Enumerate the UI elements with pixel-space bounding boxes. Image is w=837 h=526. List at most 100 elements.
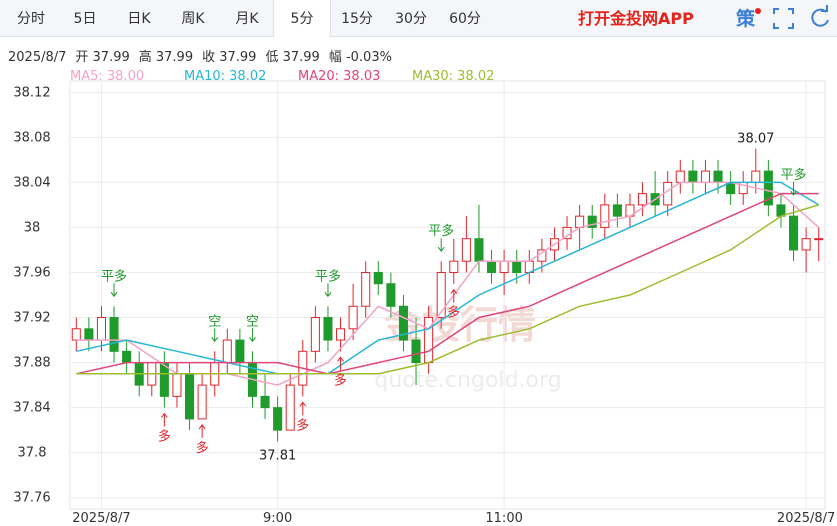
signal-label: 平多 xyxy=(428,223,454,239)
candle-body xyxy=(336,328,346,341)
strategy-button[interactable]: 策 xyxy=(736,8,756,30)
tab[interactable]: 5分 xyxy=(273,0,331,37)
signal-label: 多 xyxy=(447,305,460,321)
candle-body xyxy=(575,215,585,228)
signal-arrow xyxy=(160,412,168,427)
candle-body xyxy=(801,238,811,251)
ma-line xyxy=(76,204,819,375)
candle-body xyxy=(222,339,232,364)
candle-body xyxy=(71,328,81,341)
ma-line xyxy=(76,192,819,375)
tab[interactable]: 15分 xyxy=(341,11,373,27)
candle-body xyxy=(449,260,459,273)
signal-label: 平多 xyxy=(101,268,127,284)
candle-body xyxy=(285,384,295,431)
candle-body xyxy=(172,373,182,397)
signal-label: 多 xyxy=(196,440,209,456)
candle-body xyxy=(96,317,106,341)
legend-entry: MA30: 38.02 xyxy=(412,69,494,84)
tab[interactable]: 30分 xyxy=(395,11,427,27)
candle-body xyxy=(688,170,698,183)
x-tick-label: 2025/8/7 xyxy=(72,511,130,526)
signal-arrow xyxy=(249,328,256,343)
candle-body xyxy=(373,271,383,285)
legend-entry: MA20: 38.03 xyxy=(298,69,380,84)
signal-arrow xyxy=(110,283,118,298)
candle-body xyxy=(323,317,333,341)
signal-arrow xyxy=(299,401,307,416)
legend-entry: MA5: 38.00 xyxy=(70,69,144,84)
signal-arrow xyxy=(211,328,219,343)
candle-body xyxy=(436,271,446,319)
y-tick-label: 37.76 xyxy=(13,491,50,506)
y-tick-label: 37.92 xyxy=(13,311,50,326)
info-item: 开 37.99 xyxy=(75,50,130,65)
candle-body xyxy=(713,170,723,183)
x-tick-label: 11:00 xyxy=(485,511,522,526)
candle-body xyxy=(612,204,622,217)
candle-body xyxy=(461,238,471,262)
info-item: 2025/8/7 xyxy=(8,50,67,65)
info-item: 高 37.99 xyxy=(138,50,194,65)
signal-arrow xyxy=(450,288,458,303)
y-tick-label: 38.08 xyxy=(13,130,50,145)
y-tick-label: 37.84 xyxy=(13,401,50,416)
candle-body xyxy=(700,170,710,183)
candle-body xyxy=(499,260,509,273)
signal-label: 多 xyxy=(296,417,309,433)
signal-arrow xyxy=(337,356,344,371)
candle-body xyxy=(474,238,484,262)
candle-body xyxy=(512,260,522,273)
candle-body xyxy=(411,339,421,364)
tab[interactable]: 分时 xyxy=(17,11,45,27)
info-line: 2025/8/7 开 37.99 高 37.99 收 37.99 低 37.99 幅 -0… xyxy=(8,46,401,65)
tab[interactable]: 5日 xyxy=(73,11,97,27)
signal-arrow xyxy=(790,181,797,196)
candle-body xyxy=(398,305,408,341)
tab[interactable]: 日K xyxy=(127,11,151,27)
x-tick-label: 9:00 xyxy=(263,511,292,526)
signal-arrow xyxy=(198,424,206,438)
signal-label: 空 xyxy=(246,314,259,329)
candle-body xyxy=(84,328,94,341)
candle-body xyxy=(487,260,497,273)
y-tick-label: 38.12 xyxy=(13,85,50,100)
tab-bar: 打开金投网APP 策 分时 5日 日K 周K 月K 5分 15分 30分 60分 xyxy=(0,0,837,37)
signal-label: 多 xyxy=(158,429,171,445)
legend-entry: MA10: 38.02 xyxy=(184,69,266,84)
app-link[interactable]: 打开金投网APP xyxy=(578,9,694,28)
signal-label: 平多 xyxy=(781,167,807,183)
candle-body xyxy=(763,170,773,206)
candle-body xyxy=(587,215,597,228)
y-tick-label: 38 xyxy=(24,220,41,235)
info-item: 低 37.99 xyxy=(265,50,320,65)
candle-body xyxy=(260,395,270,409)
candle-body xyxy=(638,193,648,206)
extreme-label: 38.07 xyxy=(737,132,774,147)
candle-body xyxy=(776,204,786,217)
signal-label: 多 xyxy=(334,372,347,388)
candle-body xyxy=(310,317,320,352)
signal-label: 空 xyxy=(208,314,221,329)
signal-label: 平多 xyxy=(315,268,341,284)
candle-body xyxy=(361,271,371,307)
candle-body xyxy=(751,170,761,183)
plot-frame xyxy=(69,80,826,510)
signal-arrow xyxy=(437,238,445,253)
candle-body xyxy=(197,384,207,420)
candle-body xyxy=(789,215,799,251)
extreme-label: 37.81 xyxy=(259,448,296,463)
candle-body xyxy=(348,305,358,330)
tab[interactable]: 60分 xyxy=(449,11,481,27)
tab[interactable]: 月K xyxy=(235,11,259,27)
candle-body xyxy=(675,170,685,183)
candle-body xyxy=(386,283,396,307)
candle-body xyxy=(600,204,610,228)
y-tick-label: 37.8 xyxy=(18,446,47,461)
candle-body xyxy=(814,238,824,241)
tab[interactable]: 周K xyxy=(181,11,205,27)
watermark: quote.cngold.org xyxy=(374,368,561,393)
signal-arrow xyxy=(324,283,332,298)
